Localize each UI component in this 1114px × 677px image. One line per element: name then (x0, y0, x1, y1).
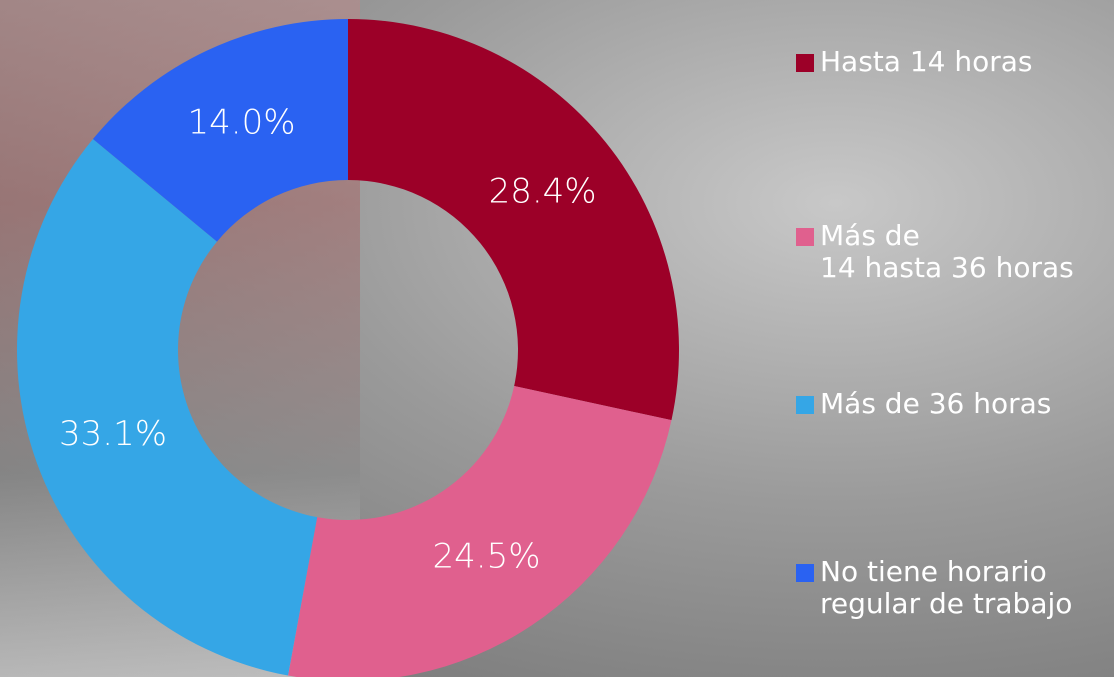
value-label: 14.0% (188, 102, 296, 142)
legend-label: No tiene horario regular de trabajo (820, 555, 1073, 620)
legend-item: Más de 14 hasta 36 horas (796, 220, 1074, 284)
slice (92, 19, 348, 242)
legend-swatch (796, 228, 814, 246)
legend-item: No tiene horario regular de trabajo (796, 556, 1072, 620)
slice (16, 139, 318, 676)
legend-swatch (796, 564, 814, 582)
legend-swatch (796, 396, 814, 414)
legend-label: Hasta 14 horas (820, 45, 1033, 78)
legend-label: Más de 36 horas (820, 387, 1052, 420)
slice (288, 386, 672, 677)
value-label: 33.1% (59, 414, 167, 454)
legend-swatch (796, 54, 814, 72)
legend-item: Hasta 14 horas (796, 46, 1033, 78)
value-label: 28.4% (489, 172, 597, 212)
legend-item: Más de 36 horas (796, 388, 1051, 420)
legend-label: Más de 14 hasta 36 horas (820, 219, 1074, 284)
value-label: 24.5% (433, 537, 541, 577)
slice (348, 19, 679, 421)
